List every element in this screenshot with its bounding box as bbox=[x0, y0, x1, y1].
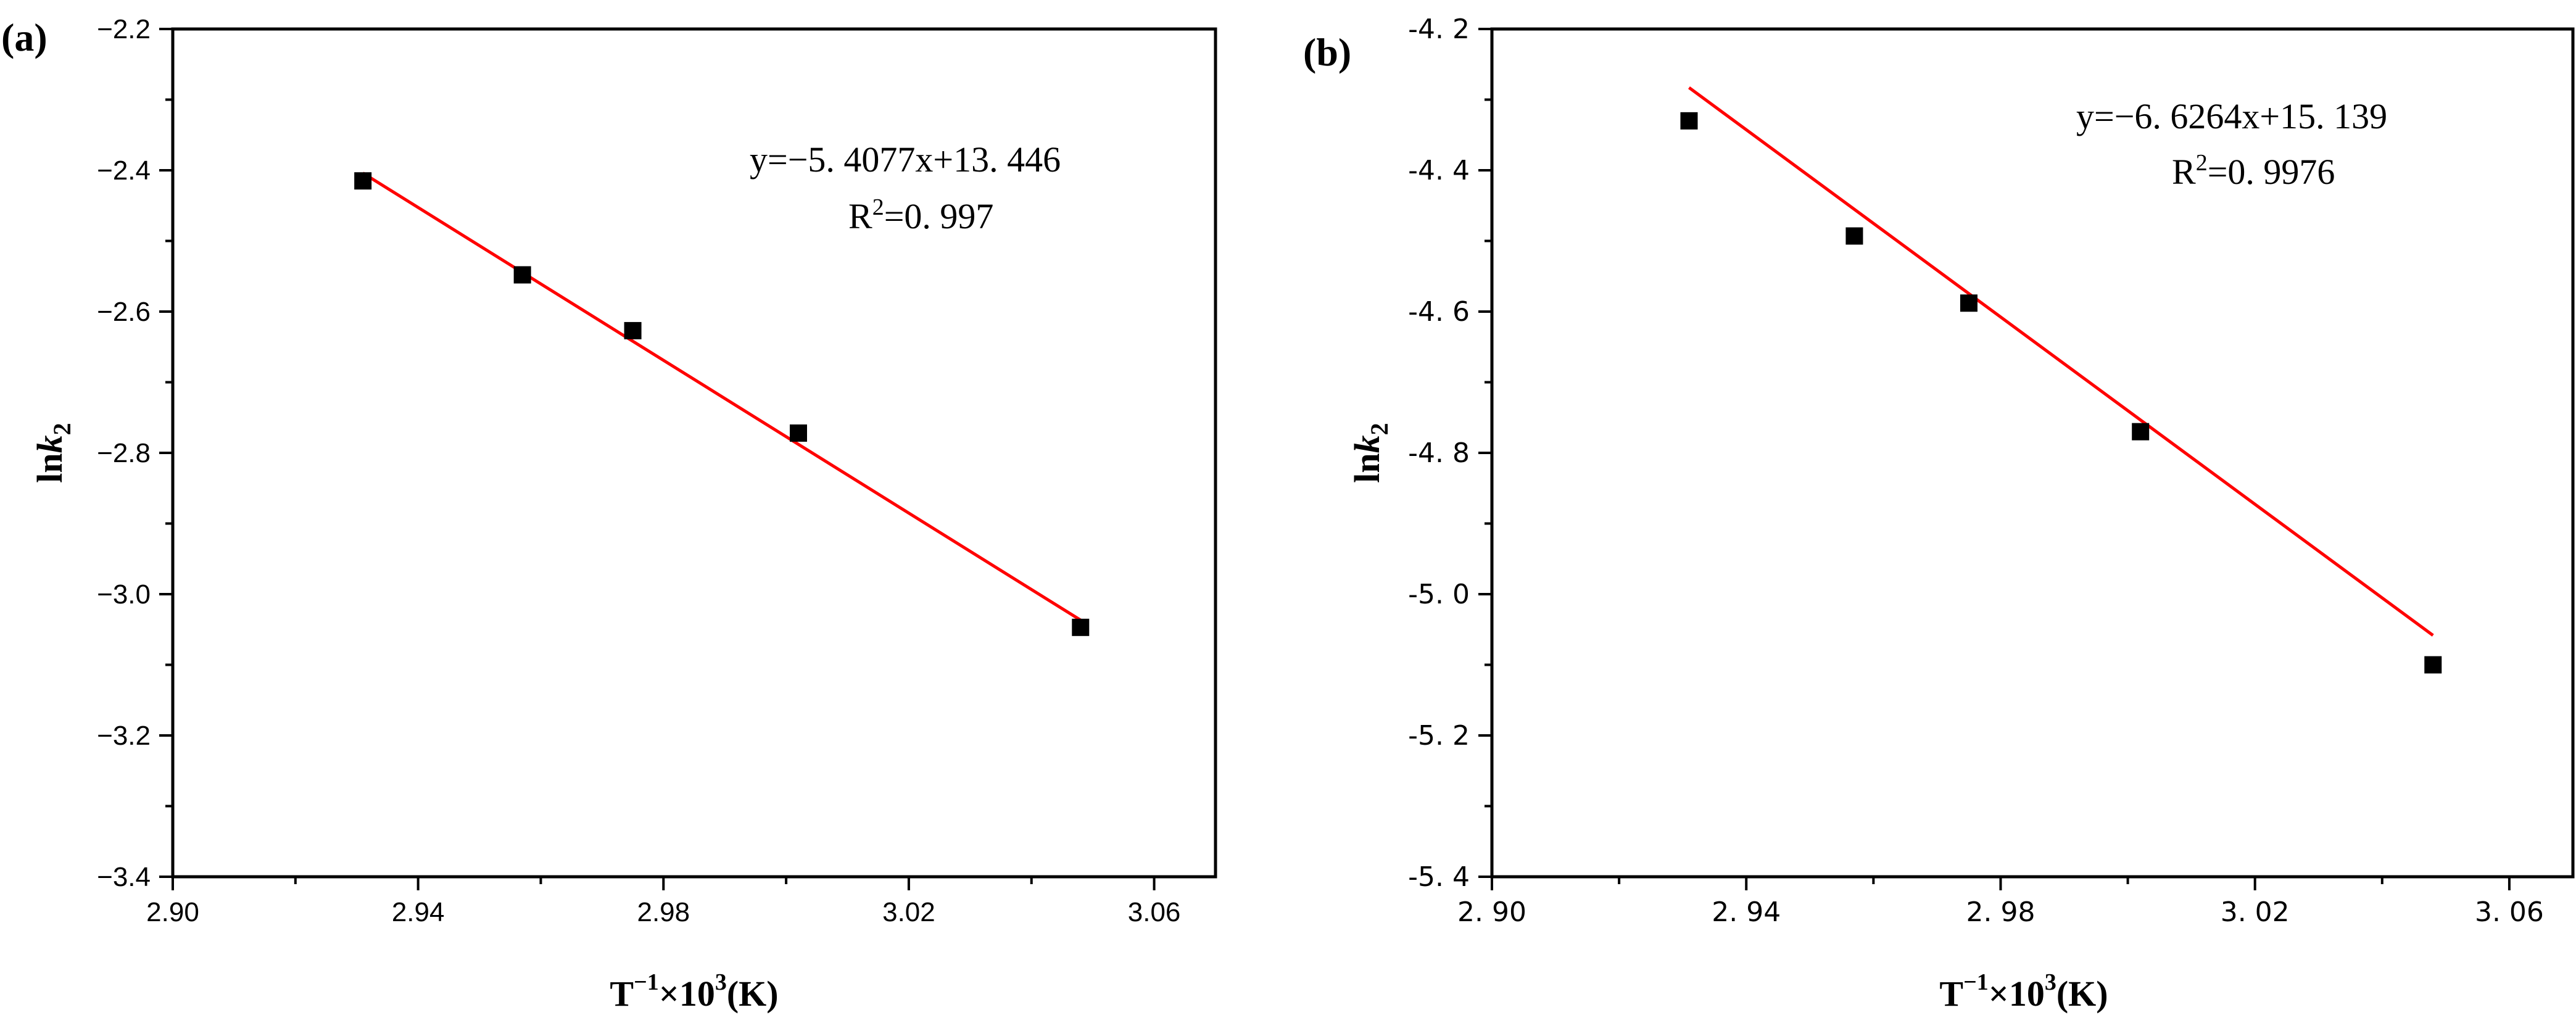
x-ticks-b bbox=[1491, 877, 2511, 890]
chart-panel-a: (a) 2.90 2.94 2.98 3.02 3.06 −3.4 −3.2 −3.0 −2.… bbox=[1, 14, 1217, 1014]
x-tick-labels-b: 2. 90 2. 94 2. 98 3. 02 3. 06 bbox=[1457, 896, 2544, 928]
y-ticks-a bbox=[159, 28, 173, 878]
fit-line-a bbox=[362, 172, 1082, 622]
ylabel-main-b: ln bbox=[1347, 453, 1387, 482]
ylabel-sub-b: 2 bbox=[1365, 423, 1393, 435]
y-tick-labels-a: −3.4 −3.2 −3.0 −2.8 −2.6 −2.4 −2.2 bbox=[97, 14, 151, 892]
ylabel-main-a: ln bbox=[30, 453, 70, 482]
panel-label-a: (a) bbox=[1, 15, 48, 59]
x-axis-title-b: T−1×103(K) bbox=[1939, 969, 2108, 1014]
r-squared-b: R2=0. 9976 bbox=[2172, 150, 2335, 192]
ylabel-italic-a: k bbox=[30, 435, 70, 453]
y-tick-label: -4. 2 bbox=[1408, 14, 1470, 45]
data-point bbox=[1960, 294, 1978, 312]
y-tick-label: −2.4 bbox=[97, 155, 151, 186]
r-squared-a: R2=0. 997 bbox=[848, 194, 993, 236]
y-tick-label: −3.0 bbox=[97, 579, 151, 610]
plot-frame-b bbox=[1490, 27, 2575, 879]
r2-value-a: =0. 997 bbox=[884, 196, 994, 236]
y-axis-title-a: lnk2 bbox=[30, 423, 76, 482]
y-tick-label: -4. 6 bbox=[1408, 296, 1470, 328]
r2-prefix-b: R bbox=[2172, 152, 2196, 192]
y-tick-label: -5. 4 bbox=[1408, 861, 1470, 893]
data-point bbox=[513, 266, 531, 284]
chart-panel-b: (b) 2. 90 2. 94 2. 98 3. 02 3. 06 -5. 4 -5. 2… bbox=[1303, 14, 2575, 1014]
equation-b: y=−6. 6264x+15. 139 bbox=[2076, 96, 2387, 136]
x-tick-labels-a: 2.90 2.94 2.98 3.02 3.06 bbox=[146, 897, 1180, 927]
data-point bbox=[2424, 656, 2442, 674]
data-point bbox=[354, 172, 372, 190]
r2-superscript-b: 2 bbox=[2196, 150, 2208, 176]
x-tick-label: 3. 02 bbox=[2221, 896, 2290, 928]
x-axis-title-a: T−1×103(K) bbox=[610, 969, 778, 1014]
x-tick-label: 2.94 bbox=[392, 897, 445, 927]
data-points-a bbox=[354, 172, 1090, 636]
x-ticks-a bbox=[172, 877, 1156, 890]
ylabel-sub-a: 2 bbox=[48, 423, 76, 435]
data-point bbox=[790, 424, 807, 442]
y-tick-label: −3.4 bbox=[97, 862, 151, 892]
x-tick-label: 3.06 bbox=[1128, 897, 1181, 927]
data-points-b bbox=[1680, 112, 2442, 674]
ylabel-italic-b: k bbox=[1347, 435, 1387, 453]
y-tick-label: -4. 4 bbox=[1408, 155, 1470, 186]
y-tick-label: -5. 2 bbox=[1408, 720, 1470, 752]
data-point bbox=[2132, 423, 2150, 441]
x-tick-label: 2. 98 bbox=[1966, 896, 2035, 928]
equation-a: y=−5. 4077x+13. 446 bbox=[750, 139, 1061, 180]
y-tick-label: -4. 8 bbox=[1408, 437, 1470, 469]
y-axis-title-b: lnk2 bbox=[1347, 423, 1393, 482]
x-tick-label: 2. 94 bbox=[1712, 896, 1781, 928]
r2-prefix-a: R bbox=[848, 196, 872, 236]
x-tick-label: 2.98 bbox=[637, 897, 690, 927]
data-point bbox=[624, 321, 642, 339]
y-tick-label: −2.8 bbox=[97, 438, 151, 468]
x-tick-label: 2. 90 bbox=[1457, 896, 1526, 928]
y-tick-label: −2.6 bbox=[97, 297, 151, 327]
fit-line-b bbox=[1688, 86, 2434, 637]
y-tick-label: −2.2 bbox=[97, 14, 151, 44]
data-point bbox=[1845, 227, 1863, 245]
r2-superscript-a: 2 bbox=[872, 194, 884, 220]
y-tick-label: −3.2 bbox=[97, 721, 151, 751]
y-tick-label: -5. 0 bbox=[1408, 579, 1470, 610]
x-tick-label: 3. 06 bbox=[2475, 896, 2544, 928]
x-tick-label: 2.90 bbox=[146, 897, 199, 927]
y-ticks-b bbox=[1478, 28, 1492, 878]
data-point bbox=[1680, 112, 1698, 130]
y-tick-labels-b: -5. 4 -5. 2 -5. 0 -4. 8 -4. 6 -4. 4 -4. 2 bbox=[1408, 14, 1470, 893]
data-point bbox=[1072, 618, 1090, 636]
panel-label-b: (b) bbox=[1303, 30, 1351, 74]
x-tick-label: 3.02 bbox=[882, 897, 935, 927]
r2-value-b: =0. 9976 bbox=[2208, 152, 2335, 192]
